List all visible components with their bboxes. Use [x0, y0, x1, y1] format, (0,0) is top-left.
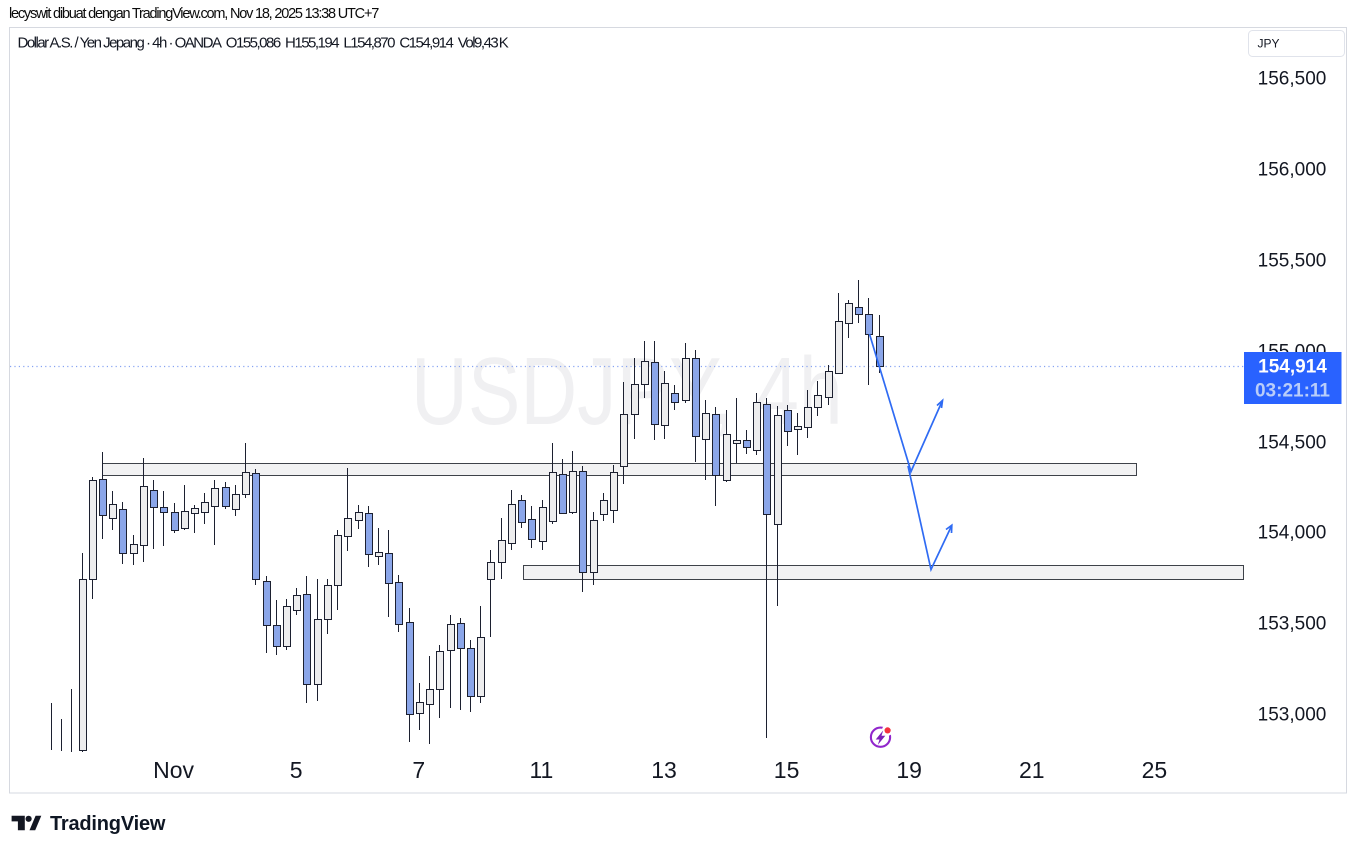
svg-text:7: 7	[412, 757, 425, 783]
svg-text:19: 19	[896, 757, 922, 783]
svg-text:155,500: 155,500	[1258, 250, 1327, 271]
svg-text:Nov: Nov	[153, 757, 194, 783]
svg-text:25: 25	[1142, 757, 1168, 783]
svg-text:153,500: 153,500	[1258, 613, 1327, 634]
svg-text:156,500: 156,500	[1258, 68, 1327, 89]
svg-text:5: 5	[290, 757, 303, 783]
svg-text:11: 11	[529, 757, 553, 783]
svg-text:154,914: 154,914	[1258, 357, 1327, 378]
svg-text:Dollar A.S. / Yen Jepang · 4h: Dollar A.S. / Yen Jepang · 4h · OANDA O1…	[18, 35, 509, 52]
svg-text:153,000: 153,000	[1258, 704, 1327, 725]
svg-text:13: 13	[651, 757, 677, 783]
svg-text:JPY: JPY	[1258, 37, 1280, 51]
svg-text:21: 21	[1019, 757, 1045, 783]
svg-text:15: 15	[774, 757, 800, 783]
svg-text:156,000: 156,000	[1258, 159, 1327, 180]
svg-text:154,000: 154,000	[1258, 522, 1327, 543]
svg-text:03:21:11: 03:21:11	[1255, 381, 1330, 402]
svg-text:154,500: 154,500	[1258, 432, 1327, 453]
